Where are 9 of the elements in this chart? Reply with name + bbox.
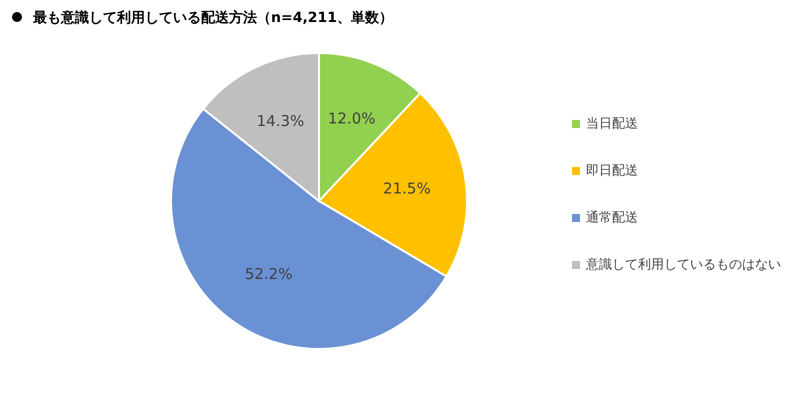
data-label: 14.3% — [256, 112, 304, 130]
data-label: 12.0% — [328, 109, 376, 128]
legend-label: 通常配送 — [586, 210, 638, 226]
data-label: 52.2% — [244, 265, 292, 284]
legend-label: 当日配送 — [586, 116, 638, 132]
data-label: 21.5% — [383, 179, 431, 198]
legend-label: 意識して利用しているものはない — [585, 258, 781, 272]
legend-label: 即日配送 — [586, 164, 638, 178]
chart-title: 最も意識して利用している配送方法（n=4,211、単数） — [32, 9, 393, 26]
